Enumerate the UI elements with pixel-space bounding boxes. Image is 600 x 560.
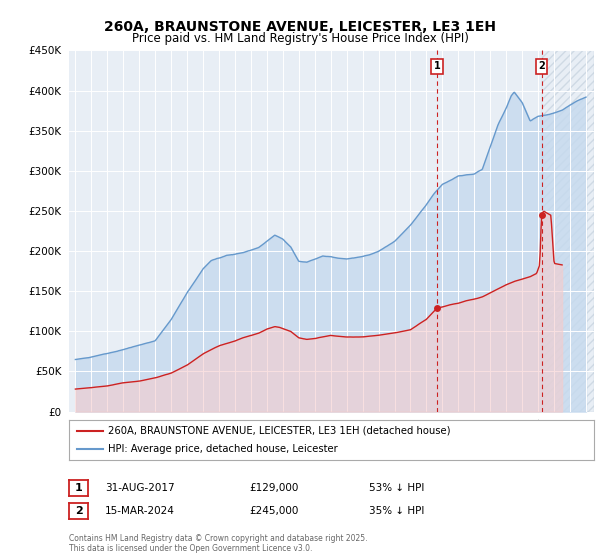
Text: £129,000: £129,000 xyxy=(249,483,298,493)
Text: Contains HM Land Registry data © Crown copyright and database right 2025.
This d: Contains HM Land Registry data © Crown c… xyxy=(69,534,367,553)
Text: 15-MAR-2024: 15-MAR-2024 xyxy=(105,506,175,516)
Text: 53% ↓ HPI: 53% ↓ HPI xyxy=(369,483,424,493)
Text: 2: 2 xyxy=(75,506,82,516)
Text: 260A, BRAUNSTONE AVENUE, LEICESTER, LE3 1EH: 260A, BRAUNSTONE AVENUE, LEICESTER, LE3 … xyxy=(104,20,496,34)
Text: HPI: Average price, detached house, Leicester: HPI: Average price, detached house, Leic… xyxy=(109,445,338,454)
Text: £245,000: £245,000 xyxy=(249,506,298,516)
Text: 2: 2 xyxy=(538,62,545,72)
Text: 1: 1 xyxy=(75,483,82,493)
Text: 1: 1 xyxy=(434,62,440,72)
Text: Price paid vs. HM Land Registry's House Price Index (HPI): Price paid vs. HM Land Registry's House … xyxy=(131,32,469,45)
Text: 260A, BRAUNSTONE AVENUE, LEICESTER, LE3 1EH (detached house): 260A, BRAUNSTONE AVENUE, LEICESTER, LE3 … xyxy=(109,426,451,436)
Text: 35% ↓ HPI: 35% ↓ HPI xyxy=(369,506,424,516)
Text: 31-AUG-2017: 31-AUG-2017 xyxy=(105,483,175,493)
